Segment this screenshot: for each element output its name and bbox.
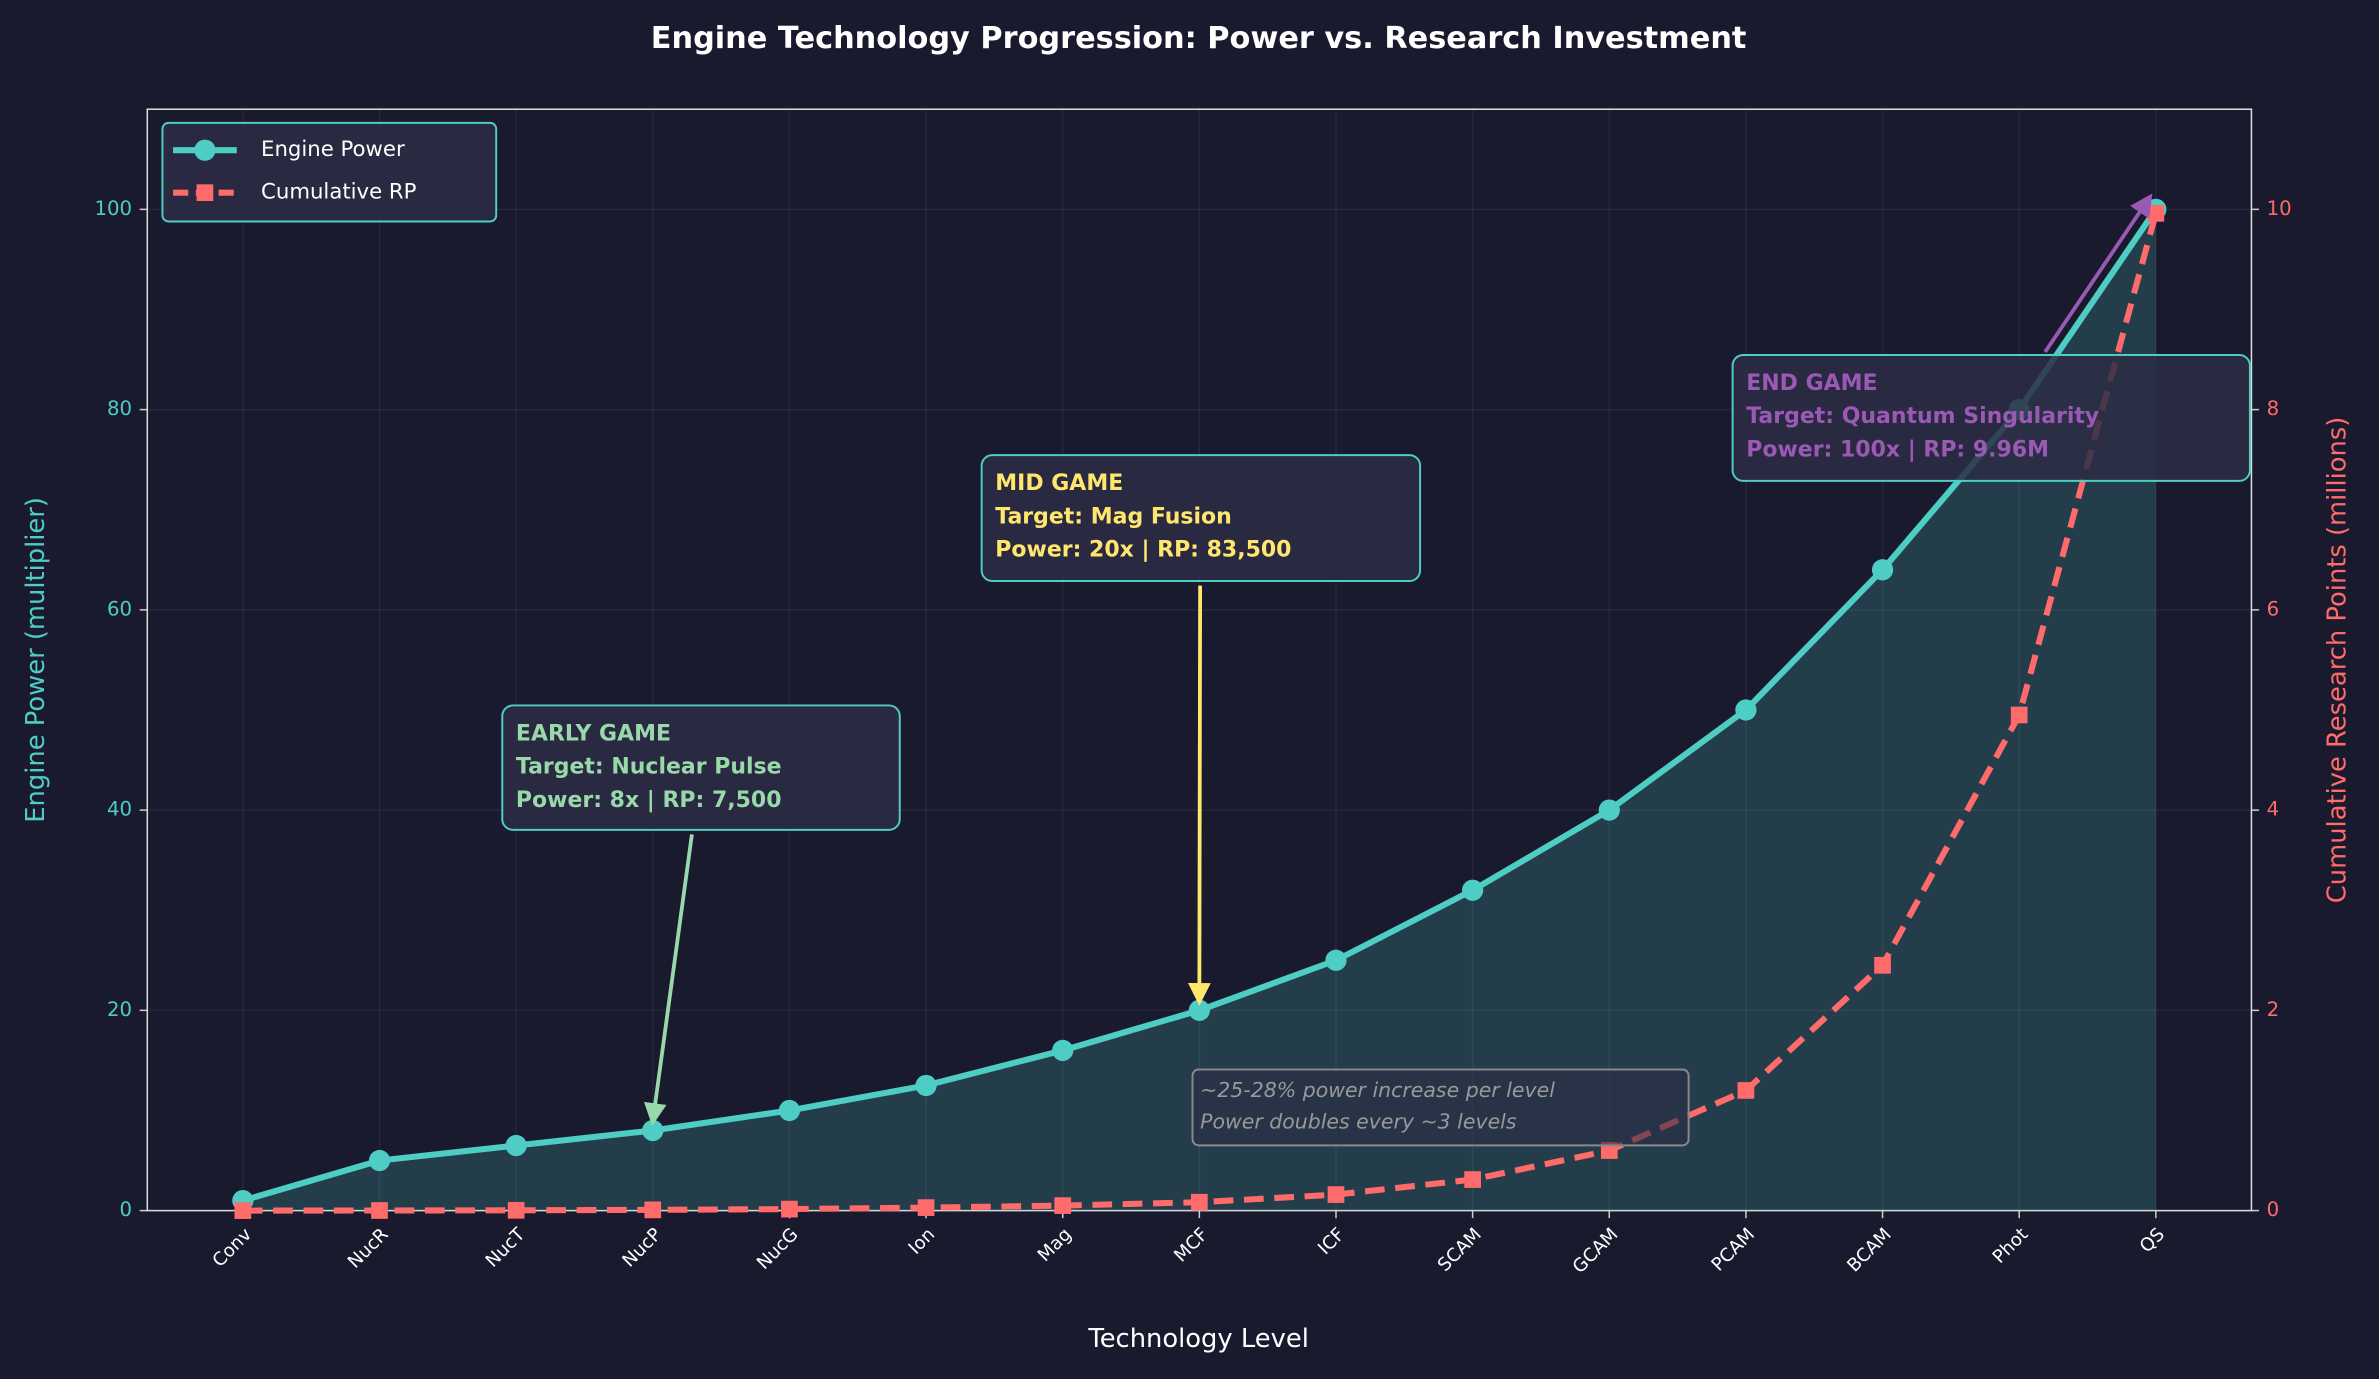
annotation-text: END GAME: [1746, 371, 1877, 396]
y-axis-label: Engine Power (multiplier): [21, 497, 51, 823]
point-marker: [1871, 559, 1894, 581]
annotation-text: Power: 8x | RP: 7,500: [516, 788, 782, 813]
point-marker: [368, 1149, 391, 1172]
annotation-text: Power: 100x | RP: 9.96M: [1746, 438, 2049, 463]
note-text: ~25-28% power increase per level: [1200, 1078, 1555, 1102]
point-marker: [1325, 949, 1347, 971]
legend-label: Cumulative RP: [261, 180, 417, 205]
y-tick-label: 100: [94, 197, 132, 220]
y2-tick-label: 8: [2267, 397, 2280, 420]
y-tick-label: 0: [120, 1198, 133, 1221]
point-marker: [371, 1202, 388, 1219]
y2-axis-label: Cumulative Research Points (millions): [2322, 417, 2352, 904]
point-marker: [507, 1201, 525, 1219]
point-marker: [1462, 879, 1484, 901]
annotation-text: Target: Nuclear Pulse: [516, 755, 782, 780]
point-marker: [644, 1201, 662, 1219]
point-marker: [1191, 1193, 1208, 1211]
point-marker: [234, 1202, 252, 1219]
y2-tick-label: 4: [2267, 798, 2280, 821]
point-marker: [1327, 1186, 1345, 1203]
y2-tick-label: 10: [2267, 197, 2292, 220]
point-marker: [915, 1074, 937, 1097]
point-marker: [1874, 956, 1891, 974]
point-marker: [1598, 799, 1620, 821]
y-tick-label: 40: [107, 798, 132, 821]
annotation-arrow: [1188, 585, 1211, 1006]
annotation-text: Target: Quantum Singularity: [1746, 404, 2099, 429]
annotation-text: Power: 20x | RP: 83,500: [995, 538, 1291, 563]
annotation-box: [1731, 354, 2251, 482]
annotation-box: [980, 454, 1422, 583]
annotation-box: [501, 704, 901, 831]
legend-box: [161, 121, 498, 223]
point-marker: [917, 1199, 935, 1216]
point-marker: [1188, 999, 1210, 1021]
area-fill: [242, 209, 2156, 1211]
annotation-arrow: [2043, 193, 2153, 354]
note-box: [1191, 1068, 1690, 1147]
point-marker: [778, 1099, 801, 1122]
point-marker: [1464, 1171, 1481, 1188]
annotation-arrow: [643, 834, 694, 1126]
annotation-text: Target: Mag Fusion: [995, 504, 1232, 529]
legend-marker: [196, 184, 214, 202]
x-axis-label: Technology Level: [1087, 1324, 1309, 1354]
point-marker: [1054, 1197, 1072, 1214]
note-text: Power doubles every ~3 levels: [1200, 1110, 1517, 1134]
y-tick-label: 60: [107, 597, 132, 620]
point-marker: [1737, 1082, 1755, 1099]
point-marker: [2147, 205, 2165, 222]
point-marker: [1052, 1039, 1074, 1062]
point-marker: [505, 1134, 527, 1157]
plot-frame: [146, 108, 2253, 1212]
point-marker: [781, 1200, 798, 1218]
annotation-text: MID GAME: [995, 471, 1123, 496]
legend-label: Engine Power: [261, 137, 405, 162]
point-marker: [2010, 706, 2028, 724]
chart-title: Engine Technology Progression: Power vs.…: [651, 21, 1747, 56]
point-marker: [642, 1119, 664, 1142]
point-marker: [1735, 699, 1757, 721]
y-tick-label: 20: [107, 998, 132, 1021]
y-tick-label: 80: [107, 397, 132, 420]
y2-tick-label: 0: [2267, 1198, 2280, 1221]
y2-tick-label: 2: [2267, 998, 2280, 1021]
annotation-text: EARLY GAME: [516, 721, 671, 746]
y2-tick-label: 6: [2267, 597, 2280, 620]
legend-marker: [194, 139, 216, 161]
